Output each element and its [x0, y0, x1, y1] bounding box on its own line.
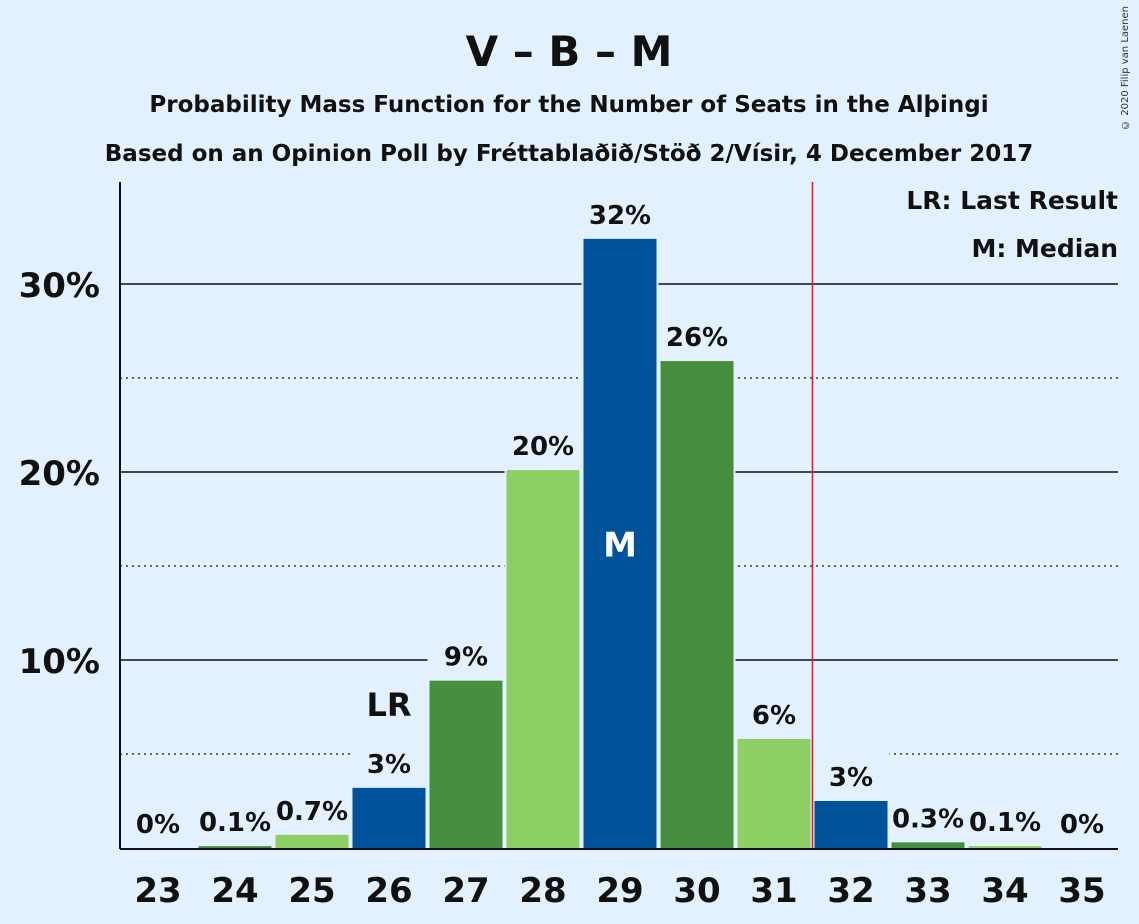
data-label: 9%: [444, 643, 488, 673]
x-tick-label: 33: [904, 871, 951, 911]
x-tick-label: 27: [442, 871, 489, 911]
data-label: 0.1%: [199, 808, 271, 838]
annotation-group: 0% 23 0.1% 24 0.7% 25 3% 26 9% 27 20% 28 32% 29 26% 30 6…: [134, 182, 1106, 911]
x-tick-label: 31: [750, 871, 797, 911]
bar: [968, 846, 1042, 848]
x-tick-label: 24: [211, 871, 258, 911]
bar: [891, 842, 965, 848]
bar: [737, 738, 811, 848]
median-marker: M: [603, 525, 637, 565]
bars-group: [196, 186, 1044, 849]
bar-mask: [889, 790, 967, 848]
bar-mask: [196, 794, 274, 848]
data-label: 0%: [136, 810, 180, 840]
data-label: 32%: [589, 201, 651, 231]
data-label: 3%: [367, 750, 411, 780]
x-tick-label: 23: [134, 871, 181, 911]
legend-median: M: Median: [971, 234, 1118, 263]
bar: [275, 834, 349, 848]
last-result-marker: LR: [366, 686, 411, 724]
y-tick-label: 10%: [19, 642, 100, 682]
x-tick-label: 28: [519, 871, 566, 911]
bar: [814, 801, 888, 848]
data-label: 6%: [752, 701, 796, 731]
data-label: 3%: [829, 763, 873, 793]
x-tick-label: 34: [981, 871, 1028, 911]
x-tick-label: 35: [1058, 871, 1105, 911]
chart-subtitle-2: Based on an Opinion Poll by Fréttablaðið…: [105, 141, 1033, 167]
x-tick-label: 30: [673, 871, 720, 911]
x-tick-label: 26: [365, 871, 412, 911]
data-label: 0%: [1060, 810, 1104, 840]
chart-title: V – B – M: [466, 27, 673, 76]
y-tick-label: 30%: [19, 266, 100, 306]
data-label: 0.3%: [892, 804, 964, 834]
bar: [429, 680, 503, 848]
legend-last-result: LR: Last Result: [906, 186, 1118, 215]
bar: [583, 238, 657, 848]
bar: [660, 361, 734, 848]
bar: [352, 787, 426, 848]
x-tick-label: 29: [596, 871, 643, 911]
x-tick-label: 25: [288, 871, 335, 911]
chart-subtitle-1: Probability Mass Function for the Number…: [149, 92, 988, 118]
bar: [198, 846, 272, 848]
y-tick-label: 20%: [19, 454, 100, 494]
data-label: 0.7%: [276, 797, 348, 827]
bar: [506, 470, 580, 848]
data-label: 20%: [512, 432, 574, 462]
data-label: 26%: [666, 323, 728, 353]
x-tick-label: 32: [827, 871, 874, 911]
data-label: 0.1%: [969, 808, 1041, 838]
bar-mask: [966, 794, 1044, 848]
